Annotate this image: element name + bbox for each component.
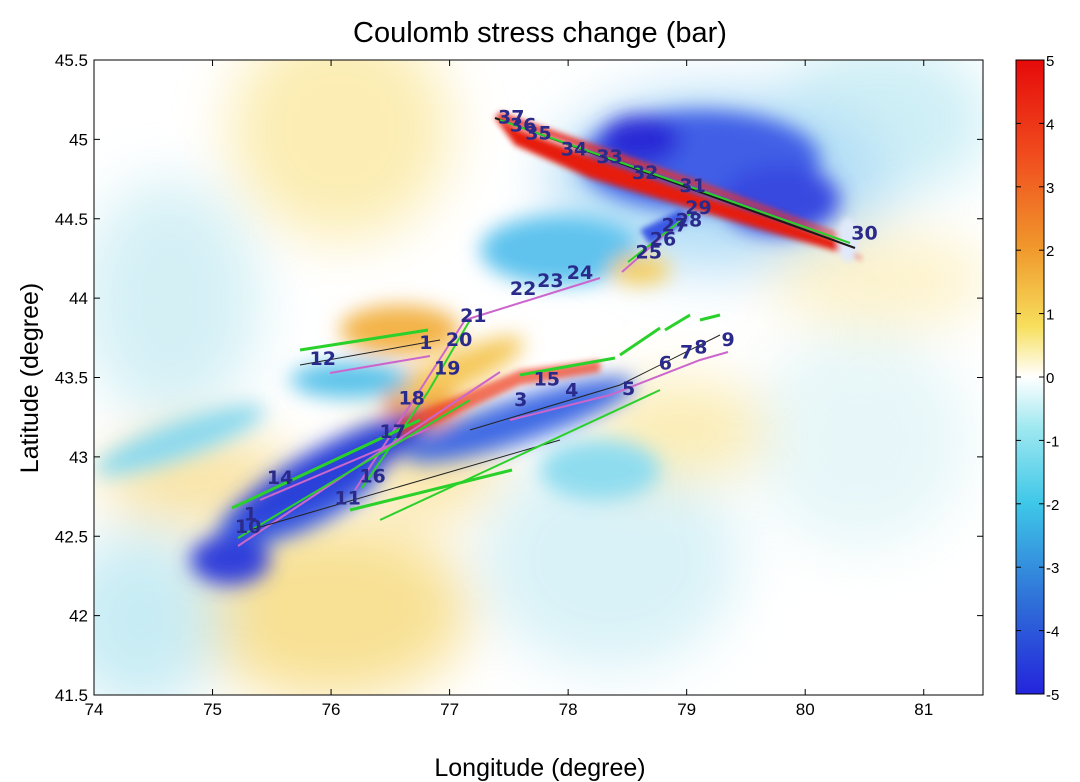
- fault-number-label: 1: [419, 332, 432, 354]
- fault-number-label: 28: [676, 210, 702, 232]
- x-tick-label: 76: [322, 700, 341, 719]
- fault-trace-12: [299, 328, 429, 352]
- fault-number-label: 9: [722, 329, 735, 351]
- fault-trace-11-black: [249, 439, 561, 531]
- fault-number-label: 25: [636, 241, 662, 263]
- colorbar-tick-label: 2: [1046, 243, 1054, 260]
- fault-number-label: 34: [561, 138, 587, 160]
- fault-trace-25-29-green: [627, 211, 693, 263]
- fault-trace-3-9-green: [379, 389, 661, 521]
- colorbar-tick-label: 1: [1046, 307, 1054, 324]
- fault-number-label: 20: [446, 329, 472, 351]
- x-tick-label: 80: [796, 700, 815, 719]
- fault-number-label: 14: [267, 467, 293, 489]
- y-tick-label: 42: [69, 607, 88, 626]
- fault-trace-12-pink: [329, 355, 431, 374]
- colorbar-tick-label: -3: [1046, 560, 1059, 577]
- x-tick-label: 74: [85, 700, 104, 719]
- stress-field: [94, 60, 983, 695]
- fault-number-label: 16: [359, 465, 385, 487]
- colorbar-tick-label: -5: [1046, 687, 1059, 704]
- x-tick-label: 78: [559, 700, 578, 719]
- fault-number-label: 21: [460, 305, 486, 327]
- fault-number-label: 17: [379, 421, 405, 443]
- fault-number-label: 15: [534, 368, 560, 390]
- fault-trace-14: [231, 418, 421, 510]
- y-tick-label: 45: [69, 130, 88, 149]
- fault-trace-12-black: [299, 339, 441, 366]
- y-tick-label: 41.5: [55, 686, 88, 705]
- fault-number-label: 31: [679, 175, 705, 197]
- y-tick-label: 44.5: [55, 210, 88, 229]
- y-tick-label: 42.5: [55, 527, 88, 546]
- fault-number-label: 29: [685, 197, 711, 219]
- colorbar-tick-label: 3: [1046, 180, 1054, 197]
- colorbar-ticks: 5 4 3 2 1 0 -1 -2 -3 -4 -5: [1016, 53, 1059, 704]
- fault-number-label: 19: [434, 357, 460, 379]
- fault-traces: [231, 117, 856, 547]
- fault-trace-10-green: [237, 399, 471, 539]
- fault-number-label: 3: [514, 389, 527, 411]
- fault-number-label: 37: [498, 107, 524, 129]
- fault-number-label: 18: [398, 387, 424, 409]
- fault-number-label: 10: [235, 516, 261, 538]
- fault-trace-11: [349, 468, 513, 512]
- colorbar-tick-label: 5: [1046, 53, 1054, 70]
- y-tick-label: 43: [69, 448, 88, 467]
- colorbar-tick-label: 4: [1046, 116, 1054, 133]
- fault-trace-15: [519, 356, 616, 377]
- fault-trace-6-8-c: [699, 313, 721, 322]
- fault-number-label: 27: [662, 214, 688, 236]
- fault-trace-16-21-green: [361, 319, 471, 489]
- fault-trace-3-9-black: [469, 334, 721, 431]
- x-axis-label: Longitude (degree): [434, 754, 645, 782]
- fault-trace-6-8-b: [664, 313, 691, 332]
- colorbar-tick-label: -4: [1046, 624, 1059, 641]
- x-tick-label: 79: [677, 700, 696, 719]
- colorbar-tick-label: -2: [1046, 497, 1059, 514]
- fault-number-label: 4: [565, 380, 578, 402]
- fault-trace-3-9: [509, 351, 729, 421]
- y-tick-label: 45.5: [55, 51, 88, 70]
- y-tick-label: 44: [69, 289, 88, 308]
- fault-number-label: 33: [596, 146, 622, 168]
- y-axis-label: Latitude (degree): [16, 283, 44, 473]
- fault-number-label: 11: [334, 488, 360, 510]
- fault-number-label: 35: [525, 122, 551, 144]
- colorbar-tick-label: 0: [1046, 370, 1054, 387]
- fault-trace-6-8: [619, 326, 661, 357]
- fault-number-label: 36: [510, 114, 536, 136]
- fault-trace-20-24: [464, 277, 601, 321]
- fault-number-label: 22: [510, 278, 536, 300]
- x-axis-ticks: 74 75 76 77 78 79 80 81: [85, 60, 933, 719]
- fault-number-label: 8: [694, 337, 707, 359]
- colorbar-tick-label: -1: [1046, 433, 1059, 450]
- chart-title: Coulomb stress change (bar): [353, 17, 727, 49]
- fault-number-label: 6: [659, 353, 672, 375]
- x-tick-label: 77: [440, 700, 459, 719]
- x-tick-label: 75: [203, 700, 222, 719]
- fault-number-label: 26: [650, 229, 676, 251]
- fault-number-label: 23: [537, 270, 563, 292]
- fault-number-label: 7: [680, 341, 693, 363]
- fault-number-label: 30: [851, 222, 877, 244]
- fault-number-label: 24: [567, 262, 593, 284]
- fault-number-label: 32: [632, 162, 658, 184]
- fault-trace-north-green: [499, 119, 851, 244]
- fault-number-label: 12: [310, 348, 336, 370]
- fault-number-label: 5: [622, 378, 635, 400]
- y-tick-label: 43.5: [55, 369, 88, 388]
- x-tick-label: 81: [914, 700, 933, 719]
- fault-number-label: 1: [244, 503, 257, 525]
